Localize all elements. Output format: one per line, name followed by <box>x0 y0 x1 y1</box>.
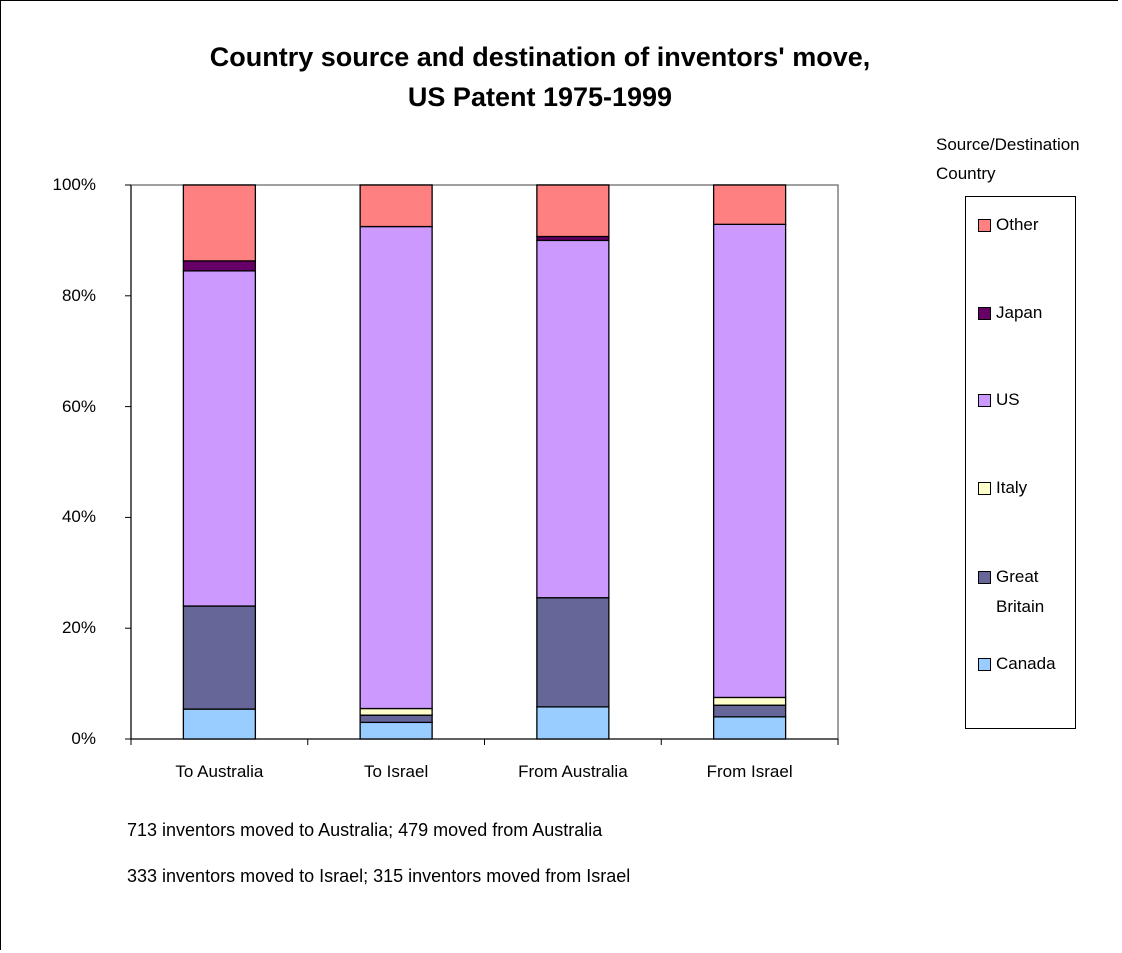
bar-segment-canada <box>359 721 433 740</box>
legend-swatch-canada <box>978 658 991 671</box>
bar-segment-italy <box>359 707 433 716</box>
y-tick-label: 100% <box>52 175 96 194</box>
legend-label: US <box>996 390 1020 409</box>
legend-label: Britain <box>996 597 1045 616</box>
legend-label: Japan <box>996 303 1043 322</box>
y-tick-label: 40% <box>61 507 96 527</box>
bar-segment-canada <box>712 716 787 740</box>
bar-segment-other <box>712 184 787 225</box>
bar-segment-us <box>536 239 610 599</box>
legend-title: Source/Destination Country <box>936 130 1120 188</box>
x-tick-label: To Australia <box>175 762 264 781</box>
bar-segment-great-britain <box>712 704 787 718</box>
chart-title-line-2: US Patent 1975-1999 <box>407 82 673 112</box>
bar-segment-other <box>182 184 257 262</box>
bar-segment-us <box>359 225 433 710</box>
legend-swatch-us <box>978 394 991 407</box>
bar-segment-us <box>182 270 257 607</box>
x-tick-label: From Australia <box>518 762 628 781</box>
legend-swatch-other <box>978 219 991 232</box>
chart-title-line-1: Country source and destination of invent… <box>209 42 871 72</box>
legend-title-line-1: Source/Destination <box>936 135 1080 154</box>
x-tick-label: To Israel <box>364 762 429 781</box>
y-tick-label: 0% <box>71 729 96 748</box>
legend-label: Canada <box>996 654 1056 673</box>
footnote-israel: 333 inventors moved to Israel; 315 inven… <box>127 866 631 886</box>
legend-title-line-2: Country <box>936 164 996 183</box>
bar-segment-canada <box>182 708 257 740</box>
y-tick-label: 60% <box>61 396 96 416</box>
bar-segment-japan <box>182 260 257 272</box>
bar-segment-great-britain <box>359 714 433 724</box>
legend-label: Italy <box>996 478 1028 497</box>
legend-label: Other <box>996 215 1039 234</box>
x-tick-label: From Israel <box>706 762 793 781</box>
bar-segment-other <box>359 184 433 228</box>
legend-swatch-great-britain <box>978 571 991 584</box>
footnote-australia: 713 inventors moved to Australia; 479 mo… <box>127 820 603 840</box>
y-tick-label: 80% <box>61 285 96 305</box>
bar-segment-canada <box>536 706 610 740</box>
y-tick-label: 20% <box>61 618 96 638</box>
bar-segment-us <box>712 223 787 699</box>
bar-segment-italy <box>712 696 787 706</box>
legend <box>965 196 1076 729</box>
legend-swatch-italy <box>978 482 991 495</box>
bar-segment-great-britain <box>182 605 257 710</box>
legend-swatch-japan <box>978 307 991 320</box>
bar-segment-other <box>536 184 610 238</box>
legend-label: Great <box>996 567 1039 586</box>
bar-segment-great-britain <box>536 597 610 708</box>
